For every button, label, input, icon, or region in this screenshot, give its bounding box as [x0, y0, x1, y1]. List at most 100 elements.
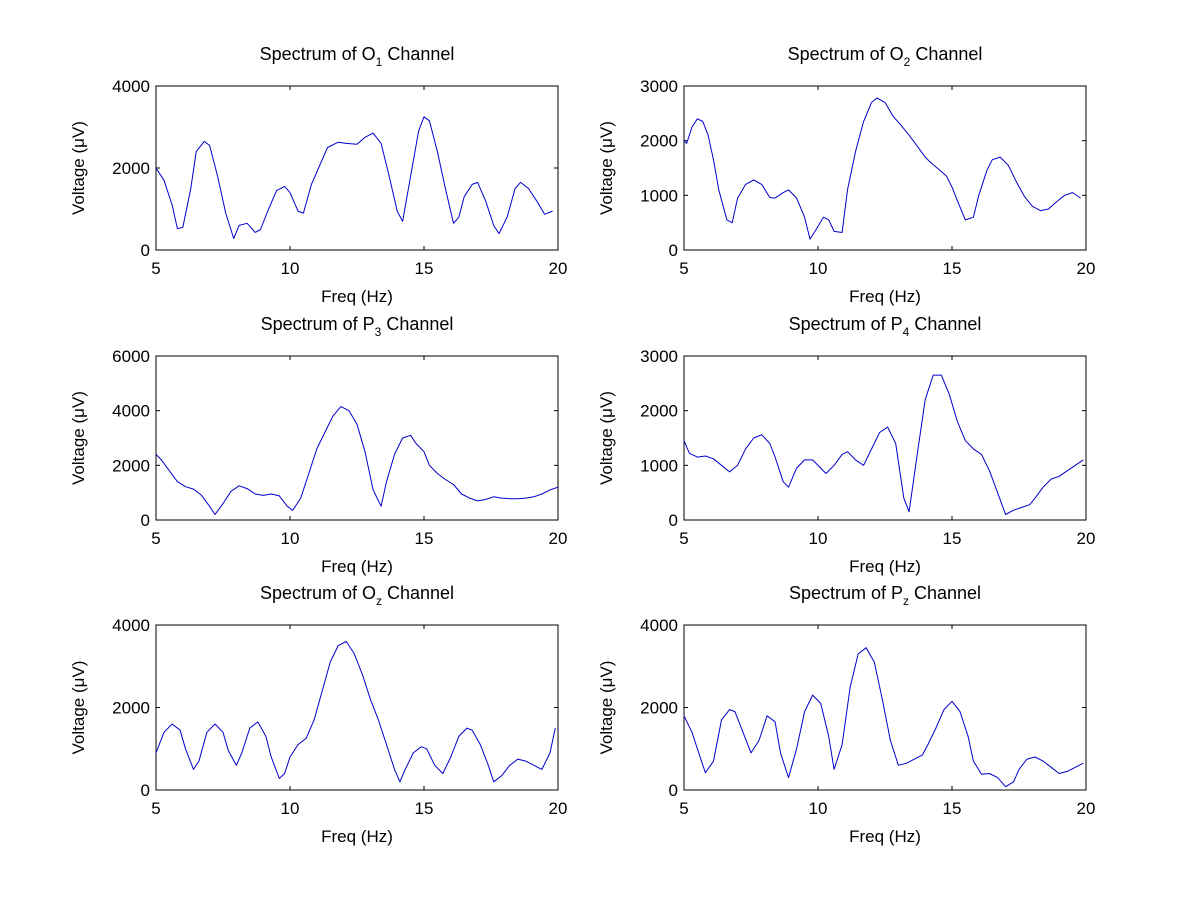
y-tick-label: 4000 [112, 402, 150, 421]
plot-area [683, 355, 1087, 521]
x-tick-label: 20 [549, 529, 568, 548]
y-tick-label: 0 [141, 511, 150, 530]
chart-title-text: Spectrum of O [260, 44, 376, 64]
y-axis-label-part: ) [69, 121, 88, 127]
chart-title-subscript: z [903, 594, 909, 608]
y-axis-label-part: μV [69, 126, 88, 148]
y-tick-label: 3000 [640, 347, 678, 366]
x-tick-label: 15 [415, 259, 434, 278]
chart-title-subscript: 4 [903, 325, 910, 339]
x-tick-label: 15 [943, 799, 962, 818]
y-axis-label-part: Voltage ( [69, 148, 88, 215]
chart-title-text: Spectrum of P [789, 583, 903, 603]
x-tick-label: 5 [679, 259, 688, 278]
x-tick-label: 15 [415, 799, 434, 818]
x-tick-label: 5 [151, 259, 160, 278]
y-tick-label: 2000 [640, 132, 678, 151]
y-axis-label-part: Voltage ( [69, 418, 88, 485]
x-tick-label: 10 [809, 259, 828, 278]
chart-title-text: Spectrum of O [260, 583, 376, 603]
y-tick-label: 2000 [640, 699, 678, 718]
series-line [683, 647, 1084, 788]
chart-title-suffix: Channel [909, 583, 981, 603]
chart-panel-5: 5 10 15 20 0 2000 4000 Spectrum of Oz Channel Fr… [69, 583, 567, 846]
x-tick-label: 15 [415, 529, 434, 548]
y-axis-label-part: ) [69, 661, 88, 667]
y-axis-label: Voltage (μV) [597, 391, 616, 485]
plot-area [155, 624, 559, 791]
y-axis-label-part: μV [597, 666, 616, 688]
x-axis-label: Freq (Hz) [321, 557, 393, 576]
y-tick-label: 0 [141, 241, 150, 260]
series-line [155, 641, 556, 783]
plot-area [155, 355, 559, 521]
chart-title: Spectrum of Pz Channel [789, 583, 981, 608]
x-axis-label: Freq (Hz) [849, 287, 921, 306]
y-axis-label: Voltage (μV) [69, 661, 88, 755]
x-axis-label: Freq (Hz) [849, 827, 921, 846]
y-tick-label: 6000 [112, 347, 150, 366]
chart-title-text: Spectrum of O [788, 44, 904, 64]
plot-area [683, 624, 1087, 791]
x-tick-label: 20 [549, 259, 568, 278]
y-tick-label: 0 [141, 781, 150, 800]
series-line [155, 116, 553, 239]
x-tick-label: 15 [943, 259, 962, 278]
chart-title-subscript: 3 [375, 325, 382, 339]
y-axis-label-part: μV [597, 396, 616, 418]
chart-title: Spectrum of O2 Channel [788, 44, 983, 69]
y-tick-label: 0 [669, 241, 678, 260]
x-tick-label: 10 [281, 799, 300, 818]
chart-title-suffix: Channel [909, 314, 981, 334]
x-tick-label: 10 [809, 529, 828, 548]
x-tick-label: 10 [281, 529, 300, 548]
chart-title-suffix: Channel [382, 583, 454, 603]
y-tick-label: 1000 [640, 186, 678, 205]
chart-title-subscript: 1 [376, 55, 383, 69]
x-axis-label: Freq (Hz) [321, 827, 393, 846]
y-axis-label-part: Voltage ( [597, 418, 616, 485]
chart-panel-2: 5 10 15 20 0 1000 2000 3000 Spectrum of O2 Chann… [597, 44, 1095, 306]
chart-panel-6: 5 10 15 20 0 2000 4000 Spectrum of Pz Channel Fr… [597, 583, 1095, 846]
y-axis-label-part: ) [597, 661, 616, 667]
x-tick-label: 10 [809, 799, 828, 818]
y-tick-label: 4000 [112, 77, 150, 96]
y-tick-label: 1000 [640, 456, 678, 475]
y-axis-label-part: μV [69, 666, 88, 688]
chart-panel-4: 5 10 15 20 0 1000 2000 3000 Spectrum of P4 Chann… [597, 314, 1095, 576]
y-tick-label: 0 [669, 511, 678, 530]
x-tick-label: 10 [281, 259, 300, 278]
series-line [683, 97, 1081, 240]
y-tick-label: 2000 [112, 456, 150, 475]
x-axis-label: Freq (Hz) [849, 557, 921, 576]
chart-title: Spectrum of P3 Channel [261, 314, 454, 339]
x-tick-label: 5 [151, 799, 160, 818]
chart-title-suffix: Channel [381, 314, 453, 334]
chart-panel-1: 5 10 15 20 0 2000 4000 Spectrum of O1 Channel Fr… [69, 44, 567, 306]
y-tick-label: 4000 [112, 616, 150, 635]
x-tick-label: 15 [943, 529, 962, 548]
chart-panel-3: 5 10 15 20 0 2000 4000 6000 Spectrum of P3 Chann… [69, 314, 567, 576]
chart-title-subscript: 2 [904, 55, 911, 69]
chart-title-text: Spectrum of P [789, 314, 903, 334]
y-tick-label: 4000 [640, 616, 678, 635]
chart-title: Spectrum of P4 Channel [789, 314, 982, 339]
chart-title-text: Spectrum of P [261, 314, 375, 334]
y-axis-label-part: ) [597, 391, 616, 397]
y-tick-label: 2000 [112, 159, 150, 178]
plot-area [155, 85, 559, 251]
x-tick-label: 5 [679, 529, 688, 548]
series-line [155, 406, 559, 515]
y-axis-label-part: Voltage ( [69, 687, 88, 754]
y-tick-label: 2000 [112, 699, 150, 718]
y-axis-label-part: μV [597, 126, 616, 148]
x-tick-label: 20 [1077, 529, 1096, 548]
y-axis-label-part: ) [597, 121, 616, 127]
y-axis-label: Voltage (μV) [597, 661, 616, 755]
y-tick-label: 2000 [640, 402, 678, 421]
chart-title: Spectrum of Oz Channel [260, 583, 454, 608]
x-tick-label: 5 [151, 529, 160, 548]
y-axis-label: Voltage (μV) [69, 121, 88, 215]
y-tick-label: 0 [669, 781, 678, 800]
